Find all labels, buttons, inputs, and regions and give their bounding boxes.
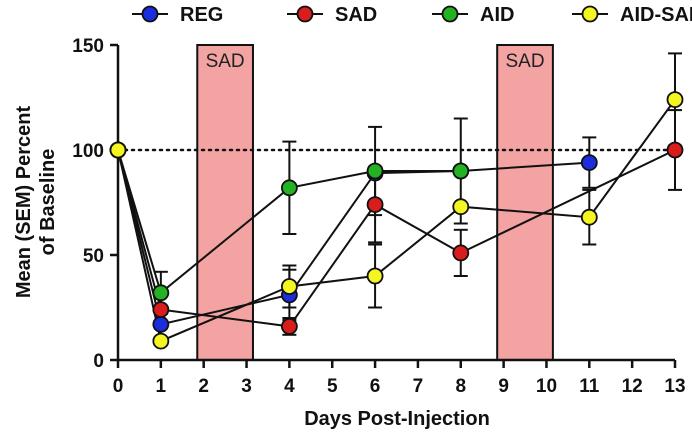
data-point-aid-sad xyxy=(580,208,598,226)
data-point-sad xyxy=(666,141,684,159)
legend-label-aid-sad: AID-SAD xyxy=(620,4,692,26)
x-tick-label: 4 xyxy=(284,376,295,397)
x-tick-label: 12 xyxy=(622,376,643,397)
data-point-sad xyxy=(366,196,384,214)
legend-marker-aid xyxy=(441,5,459,23)
data-point-aid-sad xyxy=(666,91,684,108)
legend-marker-aid-sad xyxy=(581,5,599,23)
data-point-reg xyxy=(152,315,170,333)
x-tick-label: 13 xyxy=(664,376,685,397)
shaded-region-1 xyxy=(196,44,254,361)
data-point-aid-sad xyxy=(109,141,127,159)
legend-marker-sad xyxy=(296,5,314,23)
legend-label-sad: SAD xyxy=(335,4,377,26)
legend-label-reg: REG xyxy=(180,4,223,26)
data-markers xyxy=(109,91,684,350)
data-point-aid xyxy=(152,284,170,302)
shaded-region-label-1: SAD xyxy=(206,51,245,72)
shaded-region-label-2: SAD xyxy=(505,51,544,72)
data-point-aid-sad xyxy=(280,278,298,295)
x-tick-label: 3 xyxy=(241,376,252,397)
legend-label-aid: AID xyxy=(480,4,514,26)
y-tick-label: 100 xyxy=(72,141,104,162)
x-tick-label: 0 xyxy=(113,376,124,397)
data-point-sad xyxy=(280,317,298,335)
x-tick-label: 1 xyxy=(156,376,167,397)
data-point-sad xyxy=(152,301,170,319)
data-point-reg xyxy=(580,154,598,172)
x-tick-label: 5 xyxy=(327,376,338,397)
x-tick-label: 8 xyxy=(455,376,466,397)
y-tick-label: 0 xyxy=(93,351,104,372)
data-point-sad xyxy=(452,244,470,262)
x-tick-label: 7 xyxy=(413,376,424,397)
x-tick-label: 2 xyxy=(198,376,209,397)
y-axis-title-line1: Mean (SEM) Percent xyxy=(13,106,35,299)
shaded-region-2 xyxy=(496,44,554,361)
data-point-aid-sad xyxy=(452,198,470,216)
data-point-aid xyxy=(280,179,298,197)
x-tick-label: 6 xyxy=(370,376,381,397)
x-tick-label: 9 xyxy=(498,376,509,397)
shaded-regions: SAD SAD xyxy=(196,44,554,361)
legend: REG SAD AID AID-SAD xyxy=(132,4,692,26)
legend-marker-reg xyxy=(141,5,159,23)
series-line-sad xyxy=(117,149,676,328)
data-point-aid xyxy=(452,162,470,180)
data-point-aid-sad xyxy=(152,332,170,350)
x-tick-label: 10 xyxy=(536,376,557,397)
data-point-aid xyxy=(366,162,384,180)
y-axis-title-line2: of Baseline xyxy=(37,149,59,256)
x-axis-title: Days Post-Injection xyxy=(304,408,490,430)
data-point-aid-sad xyxy=(366,267,384,285)
x-tick-label: 11 xyxy=(579,376,600,397)
y-tick-label: 50 xyxy=(83,246,104,267)
y-tick-label: 150 xyxy=(72,36,104,57)
